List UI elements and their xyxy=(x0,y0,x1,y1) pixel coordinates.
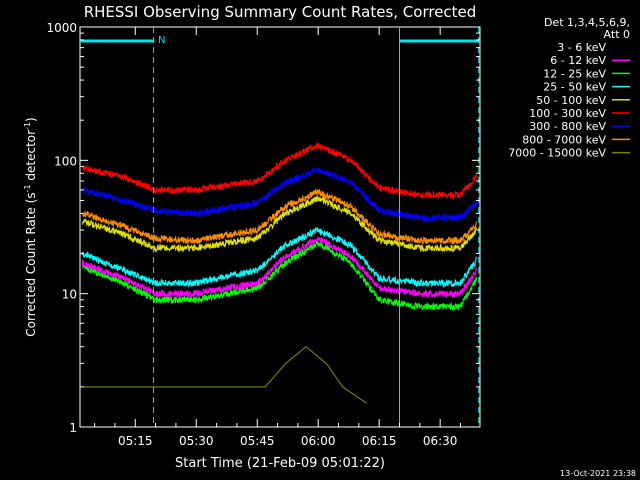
plot-frame xyxy=(79,26,481,428)
y-tick-label-2: 100 xyxy=(54,154,77,168)
legend-header-line2: Att 0 xyxy=(604,28,630,41)
plot-area: 05:15 05:30 05:45 06:00 06:15 06:30 1 10 100 1000… xyxy=(46,21,481,448)
series-line-6 xyxy=(81,167,478,224)
y-axis-label-mid: detector xyxy=(24,130,38,185)
series-line-7 xyxy=(81,188,478,245)
y-axis-label-sup2: -1 xyxy=(23,122,32,130)
y-tick-label-3: 1000 xyxy=(46,21,77,35)
y-axis-label: Corrected Count Rate (s-1 detector-1) xyxy=(23,117,38,336)
y-axis-label-sup1: -1 xyxy=(23,184,32,192)
series-line-4 xyxy=(81,194,477,253)
y-tick-label-1: 10 xyxy=(62,288,77,302)
legend-label-7: 800 - 7000 keV xyxy=(522,133,606,146)
legend-label-5: 100 - 300 keV xyxy=(529,107,606,120)
series-line-2 xyxy=(82,240,478,312)
legend-label-1: 6 - 12 keV xyxy=(550,54,606,67)
plot-timestamp: 13-Oct-2021 23:38 xyxy=(560,469,636,478)
series-layer xyxy=(81,142,478,404)
legend-label-0: 3 - 6 keV xyxy=(557,41,606,54)
series-line-3 xyxy=(81,227,478,289)
series-line-8 xyxy=(82,346,367,404)
y-axis-label-end: ) xyxy=(24,117,38,122)
series-line-5 xyxy=(81,142,478,201)
legend-label-2: 12 - 25 keV xyxy=(543,67,606,80)
x-tick-label-4: 06:15 xyxy=(362,434,397,448)
legend-label-8: 7000 - 15000 keV xyxy=(508,147,606,160)
series-line-1 xyxy=(81,236,478,299)
x-tick-label-2: 05:45 xyxy=(240,434,275,448)
legend-header-line1: Det 1,3,4,5,6,9, xyxy=(544,16,630,29)
night-annotation-label: N xyxy=(158,35,165,46)
y-axis-label-main: Corrected Count Rate (s xyxy=(24,192,38,336)
x-tick-label-5: 06:30 xyxy=(423,434,458,448)
legend-label-6: 300 - 800 keV xyxy=(529,120,606,133)
x-tick-label-0: 05:15 xyxy=(118,434,153,448)
chart-title: RHESSI Observing Summary Count Rates, Co… xyxy=(84,3,477,21)
axes-layer: 05:15 05:30 05:45 06:00 06:15 06:30 1 10 100 1000 xyxy=(46,21,480,448)
series-line-0 xyxy=(81,263,478,340)
x-tick-label-3: 06:00 xyxy=(301,434,336,448)
x-axis-label: Start Time (21-Feb-09 05:01:22) xyxy=(175,456,385,471)
marker-layer xyxy=(153,27,480,427)
legend-label-4: 50 - 100 keV xyxy=(536,94,606,107)
legend-label-3: 25 - 50 keV xyxy=(543,81,606,94)
x-tick-label-1: 05:30 xyxy=(179,434,214,448)
y-tick-label-0: 1 xyxy=(69,421,77,435)
